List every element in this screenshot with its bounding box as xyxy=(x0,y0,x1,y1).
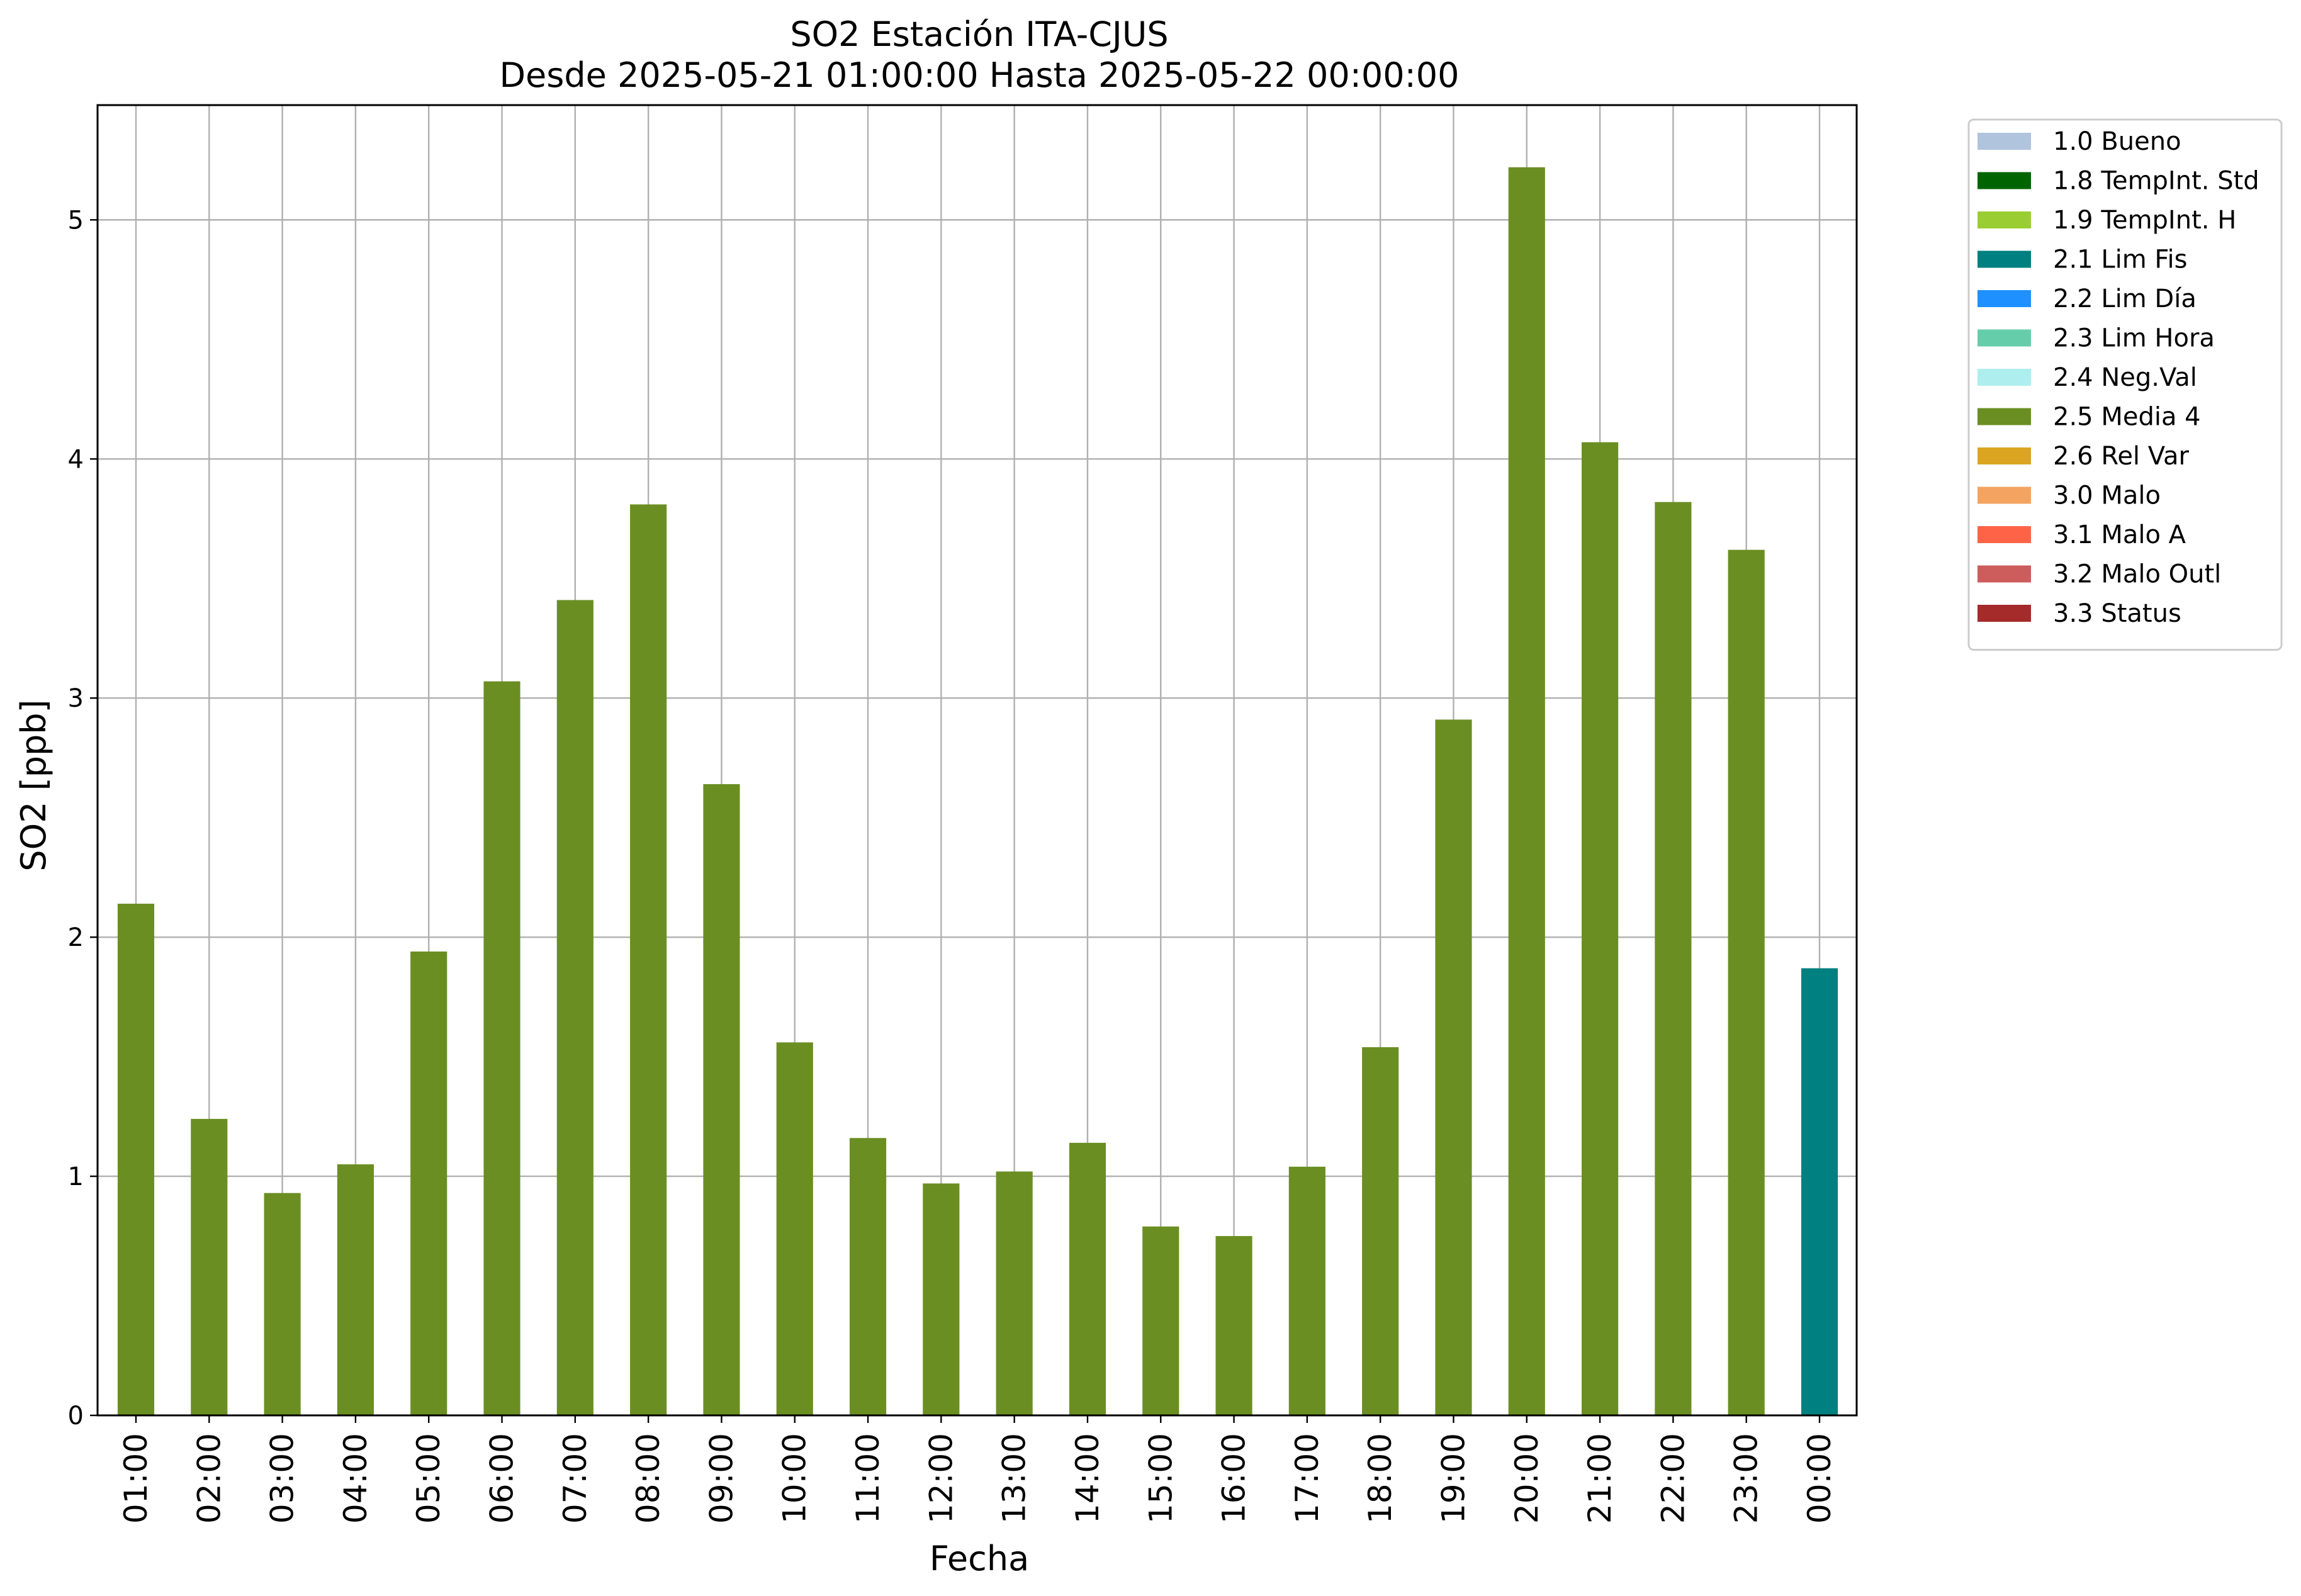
legend-swatch-1-8-tempint-std xyxy=(1978,172,2031,189)
bar-05:00 xyxy=(410,951,447,1415)
bar-21:00 xyxy=(1582,442,1619,1416)
bar-00:00 xyxy=(1801,968,1838,1415)
x-tick-label-13:00: 13:00 xyxy=(996,1433,1033,1524)
legend-swatch-2-5-media-4 xyxy=(1978,408,2031,425)
x-tick-label-14:00: 14:00 xyxy=(1069,1433,1106,1524)
x-tick-label-04:00: 04:00 xyxy=(337,1433,374,1524)
legend-label-2-5-media-4: 2.5 Media 4 xyxy=(2053,403,2201,432)
bar-04:00 xyxy=(337,1164,374,1415)
x-tick-label-15:00: 15:00 xyxy=(1142,1433,1179,1524)
x-tick-label-23:00: 23:00 xyxy=(1728,1433,1765,1524)
y-tick-label-5: 5 xyxy=(68,206,84,235)
bar-06:00 xyxy=(483,681,520,1415)
bar-10:00 xyxy=(776,1042,813,1415)
legend-swatch-3-2-malo-outl xyxy=(1978,565,2031,583)
legend-swatch-3-0-malo xyxy=(1978,486,2031,504)
bar-19:00 xyxy=(1435,719,1472,1415)
y-tick-label-2: 2 xyxy=(68,923,84,952)
legend-label-2-6-rel-var: 2.6 Rel Var xyxy=(2053,442,2190,471)
x-tick-label-19:00: 19:00 xyxy=(1435,1433,1471,1524)
legend-label-3-0-malo: 3.0 Malo xyxy=(2053,481,2161,510)
legend-swatch-2-6-rel-var xyxy=(1978,447,2031,464)
x-tick-label-16:00: 16:00 xyxy=(1216,1433,1252,1524)
x-tick-label-02:00: 02:00 xyxy=(191,1433,227,1524)
legend-label-3-3-status: 3.3 Status xyxy=(2053,599,2181,628)
bar-07:00 xyxy=(556,600,594,1415)
legend-label-2-3-lim-hora: 2.3 Lim Hora xyxy=(2053,324,2215,353)
x-tick-label-11:00: 11:00 xyxy=(850,1433,886,1524)
legend-label-3-2-malo-outl: 3.2 Malo Outl xyxy=(2053,560,2221,589)
x-tick-label-18:00: 18:00 xyxy=(1362,1433,1398,1524)
bar-14:00 xyxy=(1069,1142,1106,1415)
bar-03:00 xyxy=(264,1193,301,1415)
x-tick-label-20:00: 20:00 xyxy=(1509,1433,1545,1524)
legend-swatch-2-2-lim-d-a xyxy=(1978,290,2031,307)
legend-swatch-2-3-lim-hora xyxy=(1978,329,2031,347)
x-tick-label-06:00: 06:00 xyxy=(484,1433,520,1524)
legend: 1.0 Bueno 1.8 TempInt. Std 1.9 TempInt. H 2… xyxy=(1967,118,2283,651)
bar-22:00 xyxy=(1655,502,1692,1415)
legend-label-1-9-tempint-h: 1.9 TempInt. H xyxy=(2053,206,2236,235)
legend-label-2-4-neg-val: 2.4 Neg.Val xyxy=(2053,363,2197,392)
chart-title: SO2 Estación ITA-CJUS xyxy=(790,14,1168,54)
y-tick-label-1: 1 xyxy=(68,1162,84,1191)
bars xyxy=(117,167,1838,1416)
bar-12:00 xyxy=(923,1183,960,1415)
x-tick-label-22:00: 22:00 xyxy=(1655,1433,1691,1524)
x-axis: 01:00 02:00 03:00 04:00 05:00 06:00 07:00 08:00… xyxy=(118,1415,1838,1524)
x-tick-label-10:00: 10:00 xyxy=(777,1433,813,1524)
x-tick-label-05:00: 05:00 xyxy=(410,1433,447,1524)
x-tick-label-01:00: 01:00 xyxy=(118,1433,154,1524)
legend-swatch-2-4-neg-val xyxy=(1978,369,2031,386)
legend-label-1-0-bueno: 1.0 Bueno xyxy=(2053,127,2181,156)
bar-17:00 xyxy=(1288,1166,1325,1415)
plot-area-frame xyxy=(96,104,1858,1417)
bar-13:00 xyxy=(996,1171,1033,1415)
chart-subtitle: Desde 2025-05-21 01:00:00 Hasta 2025-05-… xyxy=(499,55,1459,95)
bar-11:00 xyxy=(849,1138,887,1415)
x-tick-label-17:00: 17:00 xyxy=(1289,1433,1325,1524)
bar-23:00 xyxy=(1728,549,1765,1415)
x-tick-label-08:00: 08:00 xyxy=(630,1433,667,1524)
bar-01:00 xyxy=(117,903,155,1415)
bar-09:00 xyxy=(703,784,740,1415)
legend-box xyxy=(1967,118,2283,651)
y-axis: 0 1 2 3 4 5 xyxy=(68,206,98,1430)
x-axis-label: Fecha xyxy=(930,1539,1029,1578)
bar-18:00 xyxy=(1362,1047,1399,1415)
y-tick-label-0: 0 xyxy=(68,1402,84,1430)
legend-swatch-1-0-bueno xyxy=(1978,133,2031,150)
x-tick-label-12:00: 12:00 xyxy=(923,1433,959,1524)
legend-swatch-1-9-tempint-h xyxy=(1978,211,2031,228)
y-tick-label-3: 3 xyxy=(68,684,84,713)
x-tick-label-03:00: 03:00 xyxy=(264,1433,301,1524)
y-axis-label: SO2 [ppb] xyxy=(14,699,53,871)
legend-swatch-3-1-malo-a xyxy=(1978,526,2031,543)
x-tick-label-09:00: 09:00 xyxy=(703,1433,740,1524)
legend-swatch-2-1-lim-fis xyxy=(1978,250,2031,268)
x-tick-label-07:00: 07:00 xyxy=(557,1433,594,1524)
bar-08:00 xyxy=(630,504,667,1416)
bar-15:00 xyxy=(1142,1226,1179,1415)
bar-02:00 xyxy=(191,1118,228,1415)
x-tick-label-00:00: 00:00 xyxy=(1801,1433,1838,1524)
legend-label-3-1-malo-a: 3.1 Malo A xyxy=(2053,520,2186,549)
bar-16:00 xyxy=(1215,1236,1252,1415)
legend-label-2-2-lim-d-a: 2.2 Lim Día xyxy=(2053,284,2197,313)
legend-label-1-8-tempint-std: 1.8 TempInt. Std xyxy=(2053,167,2259,196)
y-tick-label-4: 4 xyxy=(68,445,84,474)
x-tick-label-21:00: 21:00 xyxy=(1582,1433,1618,1524)
legend-label-2-1-lim-fis: 2.1 Lim Fis xyxy=(2053,245,2187,274)
legend-swatch-3-3-status xyxy=(1978,605,2031,622)
bar-20:00 xyxy=(1508,167,1545,1416)
